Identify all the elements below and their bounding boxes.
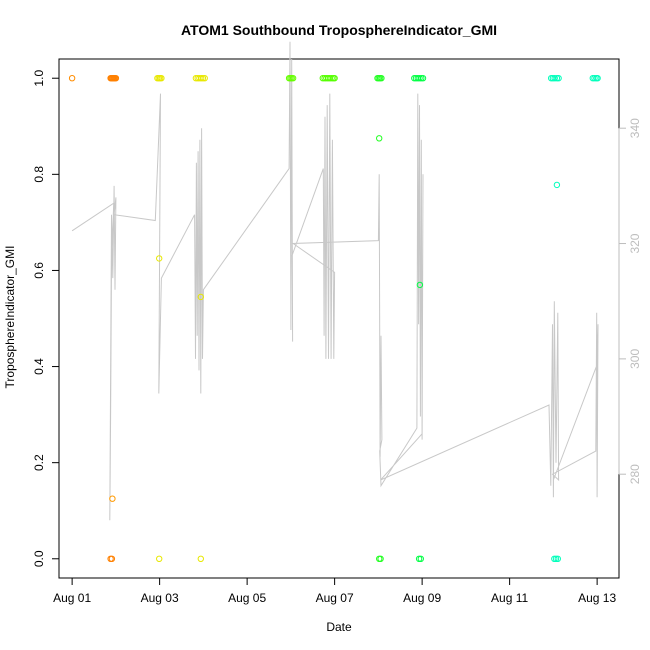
temperature-trace-line [71,41,599,521]
x-axis-label: Date [326,620,352,634]
data-point [156,555,163,562]
data-point [109,495,116,502]
temperature-trace [71,41,599,521]
y-tick-label: 0.2 [32,454,46,471]
data-point [552,555,560,562]
y2-tick-label: 320 [628,233,642,253]
data-point [201,75,208,82]
x-tick-label: Aug 01 [53,591,91,605]
y2-tick-label: 300 [628,349,642,369]
data-point [199,75,207,82]
y2-tick-label: 280 [628,464,642,484]
data-point [419,75,427,82]
data-point [594,75,601,82]
data-point [331,75,338,82]
data-point [108,555,116,562]
x-tick-label: Aug 07 [316,591,354,605]
x-tick-label: Aug 09 [403,591,441,605]
data-point [289,75,297,82]
data-point [326,75,333,82]
data-point [378,75,385,82]
data-points [68,75,601,562]
data-point [112,75,120,82]
data-point [416,75,423,82]
data-point [376,135,383,142]
data-point [555,75,562,82]
data-point [158,75,165,82]
x-tick-label: Aug 05 [228,591,266,605]
y-tick-label: 0.0 [32,550,46,567]
data-point [416,281,424,289]
chart-title: ATOM1 Southbound TroposphereIndicator_GM… [181,22,497,38]
data-point [156,255,163,262]
data-point [553,181,561,189]
y-tick-label: 0.8 [32,166,46,183]
y-axis: 0.0 0.2 0.4 0.6 0.8 1.0 [32,70,60,567]
data-point [197,293,205,301]
data-point [554,555,561,562]
x-tick-label: Aug 03 [141,591,179,605]
y2-axis: 280 300 320 340 [618,118,642,484]
data-point [68,75,76,82]
data-point [551,75,558,82]
y-tick-label: 0.4 [32,358,46,375]
data-point [197,555,205,562]
y2-tick-label: 340 [628,118,642,138]
data-point [417,555,424,562]
x-axis: Aug 01 Aug 03 Aug 05 Aug 07 Aug 09 Aug 11 Aug … [53,577,616,605]
x-tick-label: Aug 11 [491,591,528,605]
y-tick-label: 1.0 [32,70,46,87]
y-tick-label: 0.6 [32,262,46,279]
x-tick-label: Aug 13 [578,591,616,605]
y-axis-label: TroposphereIndicator_GMI [3,246,17,389]
data-point [591,75,598,82]
data-point [377,555,384,562]
plot-frame [58,58,620,579]
